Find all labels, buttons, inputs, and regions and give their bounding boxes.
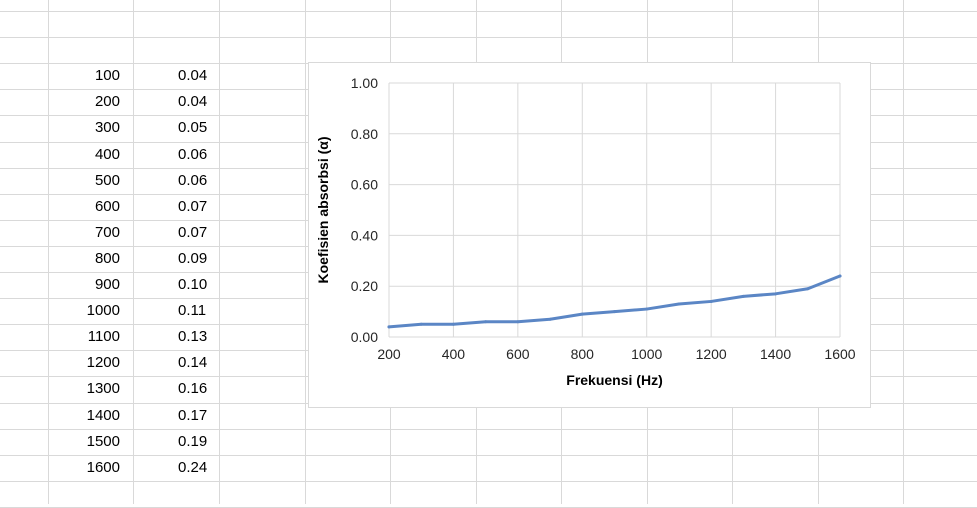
cell-frequency[interactable]: 500 xyxy=(94,172,120,189)
cell-frequency[interactable]: 900 xyxy=(94,276,120,293)
series-point xyxy=(806,287,810,291)
column-gridline xyxy=(305,0,306,504)
cell-absorption[interactable]: 0.24 xyxy=(178,459,208,476)
x-tick-label: 1200 xyxy=(696,346,727,362)
cell-absorption[interactable]: 0.17 xyxy=(178,407,208,424)
x-tick-label: 1600 xyxy=(824,346,855,362)
cell-frequency[interactable]: 700 xyxy=(94,224,120,241)
row-gridline xyxy=(0,11,977,12)
chart-svg: 200 400 600 800 1000 1200 1400 1600 0.00 0.20 0.40… xyxy=(315,75,856,388)
series-point xyxy=(484,320,488,324)
x-tick-label: 1000 xyxy=(631,346,662,362)
series-point xyxy=(451,322,455,326)
y-tick-label: 1.00 xyxy=(351,75,378,91)
cell-absorption[interactable]: 0.14 xyxy=(178,354,208,371)
cell-absorption[interactable]: 0.07 xyxy=(178,224,208,241)
chart-series xyxy=(387,274,842,329)
cell-frequency[interactable]: 400 xyxy=(94,146,120,163)
x-tick-label: 600 xyxy=(506,346,530,362)
cell-absorption[interactable]: 0.06 xyxy=(178,146,208,163)
series-point xyxy=(645,307,649,311)
cell-absorption[interactable]: 0.07 xyxy=(178,198,208,215)
y-axis-title: Koefisien absorbsi (α) xyxy=(315,136,331,283)
y-tick-label: 0.00 xyxy=(351,329,378,345)
x-tick-label: 1400 xyxy=(760,346,791,362)
cell-absorption[interactable]: 0.04 xyxy=(178,93,208,110)
cell-frequency[interactable]: 1500 xyxy=(86,433,120,450)
column-gridline xyxy=(903,0,904,504)
series-point xyxy=(741,294,745,298)
series-point xyxy=(774,292,778,296)
line-chart[interactable]: 200 400 600 800 1000 1200 1400 1600 0.00 0.20 0.40… xyxy=(308,62,871,408)
cell-absorption[interactable]: 0.04 xyxy=(178,67,208,84)
cell-absorption[interactable]: 0.11 xyxy=(178,302,207,319)
cell-frequency[interactable]: 1000 xyxy=(86,302,120,319)
y-tick-label: 0.80 xyxy=(351,126,378,142)
cell-frequency[interactable]: 200 xyxy=(94,93,120,110)
cell-absorption[interactable]: 0.19 xyxy=(178,433,208,450)
cell-absorption[interactable]: 0.13 xyxy=(178,328,208,345)
row-gridline xyxy=(0,37,977,38)
cell-absorption[interactable]: 0.10 xyxy=(178,276,208,293)
cell-frequency[interactable]: 1600 xyxy=(86,459,120,476)
series-point xyxy=(613,310,616,314)
series-line[interactable] xyxy=(387,274,842,329)
series-point xyxy=(419,322,423,326)
column-gridline xyxy=(48,0,49,504)
x-axis-title: Frekuensi (Hz) xyxy=(566,372,662,388)
series-point xyxy=(580,312,584,316)
cell-absorption[interactable]: 0.16 xyxy=(178,380,208,397)
cell-absorption[interactable]: 0.09 xyxy=(178,250,208,267)
cell-frequency[interactable]: 1300 xyxy=(86,380,120,397)
cell-frequency[interactable]: 600 xyxy=(94,198,120,215)
row-gridline xyxy=(0,455,977,456)
cell-frequency[interactable]: 800 xyxy=(94,250,120,267)
x-tick-label: 400 xyxy=(442,346,466,362)
cell-frequency[interactable]: 1100 xyxy=(87,328,120,345)
row-gridline xyxy=(0,429,977,430)
column-gridline xyxy=(219,0,220,504)
cell-absorption[interactable]: 0.06 xyxy=(178,172,208,189)
y-tick-label: 0.60 xyxy=(351,177,378,193)
column-gridline xyxy=(133,0,134,504)
series-point xyxy=(677,302,681,306)
cell-absorption[interactable]: 0.05 xyxy=(178,119,208,136)
chart-tick-labels: 200 400 600 800 1000 1200 1400 1600 0.00 0.20 0.40… xyxy=(351,75,856,362)
cell-frequency[interactable]: 1200 xyxy=(86,354,120,371)
row-gridline xyxy=(0,481,977,482)
cell-frequency[interactable]: 100 xyxy=(94,67,120,84)
series-point xyxy=(838,274,842,278)
y-tick-label: 0.40 xyxy=(351,227,378,243)
series-point xyxy=(548,317,552,321)
series-point xyxy=(709,299,713,303)
cell-frequency[interactable]: 1400 xyxy=(86,407,120,424)
y-tick-label: 0.20 xyxy=(351,278,378,294)
series-point xyxy=(516,320,520,324)
x-tick-label: 800 xyxy=(571,346,595,362)
x-tick-label: 200 xyxy=(377,346,401,362)
chart-gridlines xyxy=(388,82,841,338)
cell-frequency[interactable]: 300 xyxy=(94,119,120,136)
series-point xyxy=(387,325,391,329)
